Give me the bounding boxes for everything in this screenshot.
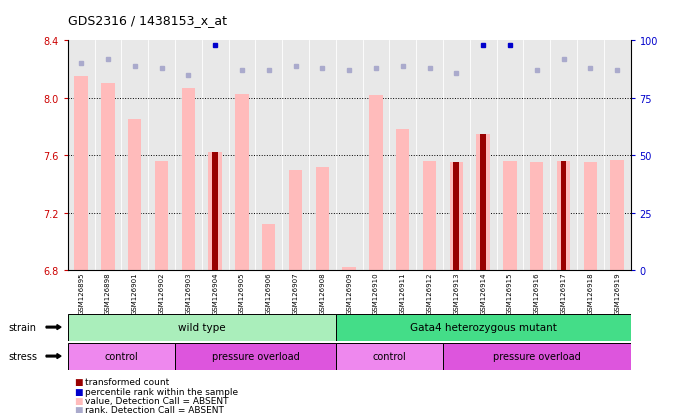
- Bar: [155, 161, 168, 271]
- Text: strain: strain: [8, 322, 36, 332]
- Bar: [75, 77, 88, 271]
- Text: Gata4 heterozygous mutant: Gata4 heterozygous mutant: [410, 322, 557, 332]
- Bar: [175, 343, 336, 370]
- Text: ■: ■: [75, 377, 83, 387]
- Text: transformed count: transformed count: [85, 377, 169, 387]
- Text: value, Detection Call = ABSENT: value, Detection Call = ABSENT: [85, 396, 228, 405]
- Bar: [503, 161, 517, 271]
- Bar: [68, 343, 175, 370]
- Bar: [316, 167, 329, 271]
- Bar: [477, 134, 490, 271]
- Text: ■: ■: [75, 387, 83, 396]
- Bar: [480, 134, 486, 271]
- Text: percentile rank within the sample: percentile rank within the sample: [85, 387, 238, 396]
- Bar: [128, 120, 142, 271]
- Bar: [561, 161, 567, 271]
- Bar: [235, 94, 249, 271]
- Bar: [336, 314, 631, 341]
- Text: wild type: wild type: [178, 322, 226, 332]
- Text: pressure overload: pressure overload: [212, 351, 299, 361]
- Bar: [212, 153, 218, 271]
- Bar: [557, 161, 570, 271]
- Bar: [182, 88, 195, 271]
- Bar: [450, 163, 463, 271]
- Bar: [262, 225, 275, 271]
- Text: stress: stress: [8, 351, 37, 361]
- Bar: [370, 96, 382, 271]
- Bar: [336, 343, 443, 370]
- Bar: [68, 314, 336, 341]
- Bar: [610, 160, 624, 271]
- Bar: [454, 163, 459, 271]
- Text: control: control: [104, 351, 138, 361]
- Text: rank, Detection Call = ABSENT: rank, Detection Call = ABSENT: [85, 405, 224, 413]
- Bar: [443, 343, 631, 370]
- Bar: [530, 163, 544, 271]
- Bar: [289, 170, 302, 271]
- Text: GDS2316 / 1438153_x_at: GDS2316 / 1438153_x_at: [68, 14, 227, 27]
- Text: ■: ■: [75, 396, 83, 405]
- Bar: [101, 84, 115, 271]
- Text: control: control: [372, 351, 406, 361]
- Bar: [584, 163, 597, 271]
- Bar: [423, 161, 436, 271]
- Bar: [396, 130, 410, 271]
- Bar: [342, 268, 356, 271]
- Text: ■: ■: [75, 405, 83, 413]
- Text: pressure overload: pressure overload: [493, 351, 580, 361]
- Bar: [209, 153, 222, 271]
